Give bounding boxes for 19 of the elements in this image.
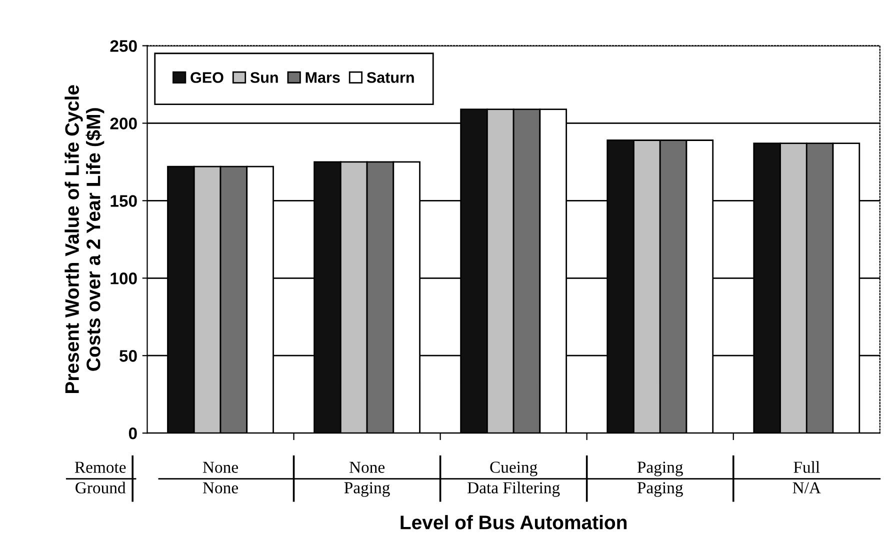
x-tick-label: Paging Paging (637, 462, 683, 497)
text: Ground (76, 482, 126, 494)
text: Remote (74, 462, 126, 473)
x-tick-label: Cueing Data Filtering (468, 462, 560, 497)
x-axis-title: Level of Bus Automation (400, 515, 627, 530)
y-tick-label: 50 (119, 350, 137, 362)
x-tick-label: None Paging (344, 462, 390, 497)
legend-label: Mars (306, 72, 340, 83)
legend-label: Saturn (366, 72, 414, 83)
x-tick-label: Full N/A (792, 461, 821, 494)
y-axis-title: Present Worth Value of Life Cycle Costs over a 2 Year Life ($M) (64, 85, 104, 393)
y-tick-label: 200 (110, 118, 137, 130)
y-tick-label: 250 (110, 40, 137, 52)
y-tick-label: 150 (110, 195, 137, 207)
x-tick-label: None None (202, 462, 238, 494)
y-tick-label: 0 (128, 427, 137, 440)
legend-label: Sun (250, 72, 278, 83)
legend-label: GEO (190, 72, 224, 83)
y-tick-label: 100 (110, 272, 137, 284)
